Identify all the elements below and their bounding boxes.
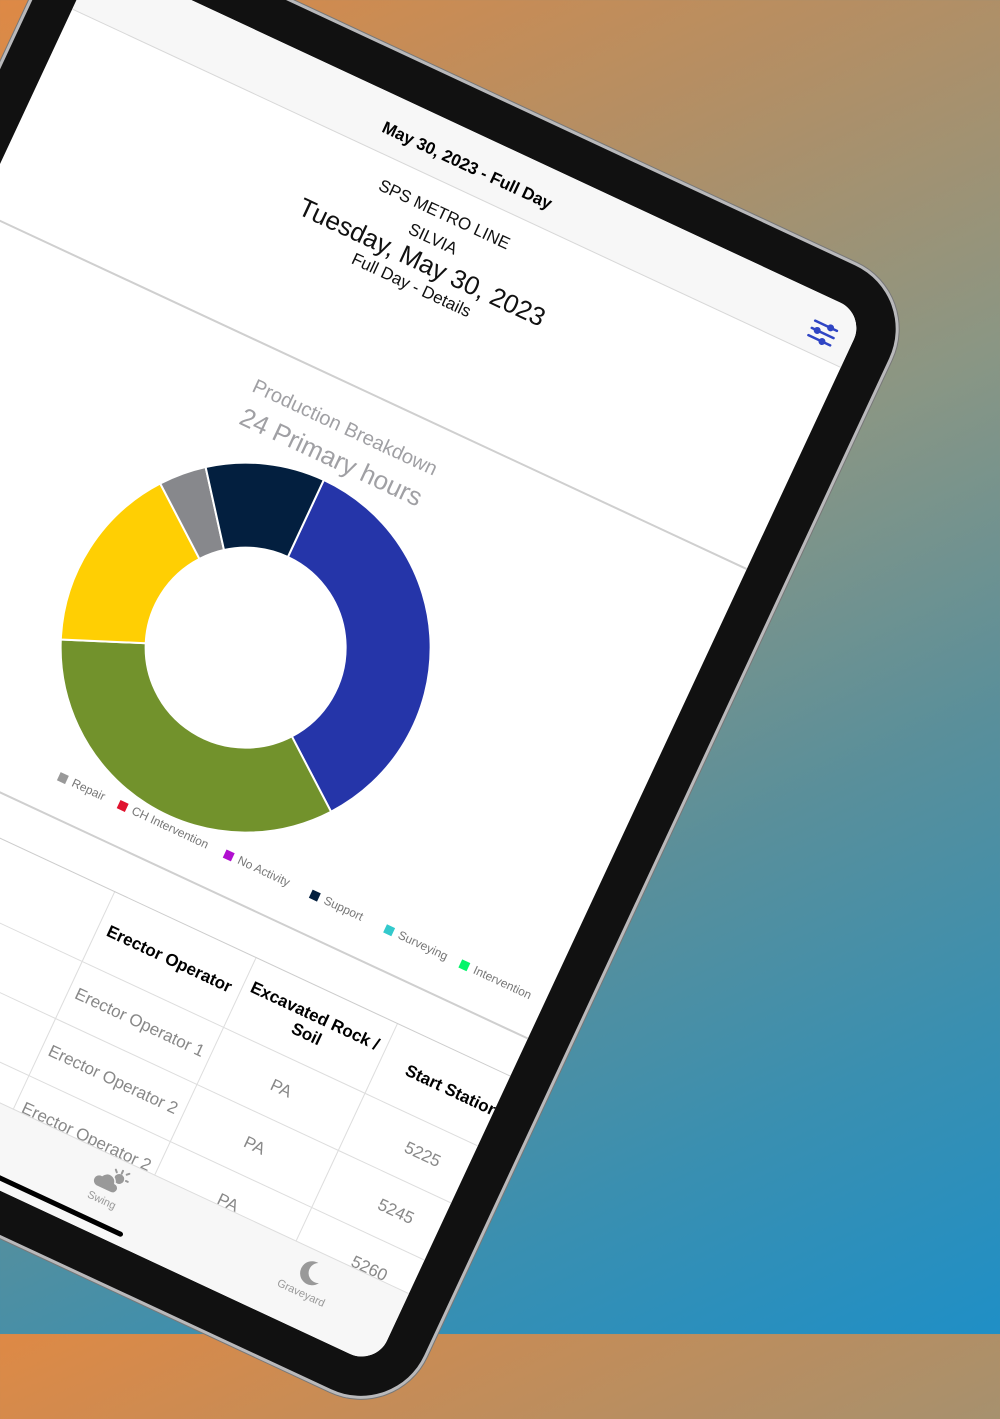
navigation-bar: ‹ May 30, 2023 - Full Day bbox=[72, 0, 866, 368]
legend-swatch bbox=[383, 923, 396, 936]
tab-graveyard[interactable]: Graveyard bbox=[258, 1241, 358, 1318]
legend-label: Surveying bbox=[395, 927, 451, 964]
legend-swatch bbox=[458, 958, 471, 971]
app-screen: ‹ May 30, 2023 - Full Day SPS METRO LINE… bbox=[0, 0, 866, 1366]
tab-bar: Swing Graveyard bbox=[0, 934, 410, 1366]
donut-slice-2[interactable] bbox=[48, 467, 221, 678]
cloud-sun-icon bbox=[92, 1168, 131, 1194]
donut-slice-1[interactable] bbox=[13, 610, 363, 877]
legend-swatch bbox=[309, 889, 322, 902]
donut-slice-4[interactable] bbox=[177, 432, 326, 575]
moon-icon bbox=[300, 1261, 319, 1286]
legend-label: Support bbox=[321, 893, 366, 924]
legend-item[interactable]: Surveying bbox=[382, 922, 451, 964]
legend-item[interactable]: Intervention bbox=[458, 957, 534, 1003]
legend-swatch bbox=[116, 799, 129, 812]
sliders-icon[interactable] bbox=[804, 315, 842, 351]
legend-swatch bbox=[222, 849, 235, 861]
tab-swing[interactable]: Swing bbox=[58, 1148, 158, 1225]
production-donut-chart bbox=[13, 432, 491, 877]
legend-swatch bbox=[57, 771, 70, 784]
ipad-device: ‹ May 30, 2023 - Full Day SPS METRO LINE… bbox=[0, 0, 919, 1419]
legend-label: Intervention bbox=[471, 962, 534, 1003]
donut-slice-0[interactable] bbox=[198, 478, 491, 828]
